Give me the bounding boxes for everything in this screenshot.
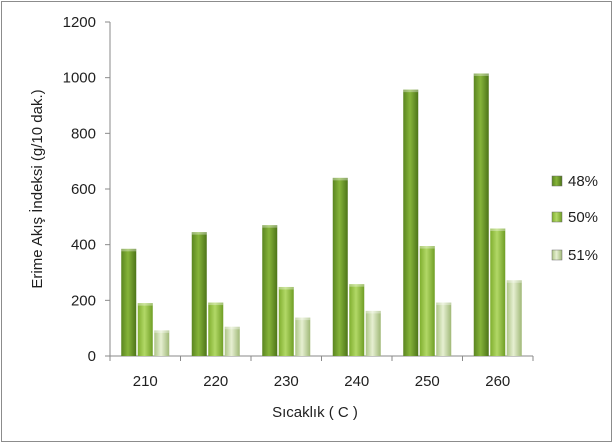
bar-50pct-230 xyxy=(278,286,294,356)
bar-top-highlight xyxy=(332,177,348,181)
legend-label-50pct: 50% xyxy=(568,209,598,226)
bar-top-highlight xyxy=(191,232,207,235)
x-tick-label: 250 xyxy=(415,373,440,390)
legend-swatch-50pct xyxy=(551,211,563,223)
bar-top-highlight xyxy=(436,302,452,306)
y-tick-label: 1200 xyxy=(63,14,96,31)
bar-top-highlight xyxy=(473,73,489,76)
bar-48pct-250 xyxy=(403,89,419,356)
y-tick-label: 0 xyxy=(88,348,96,365)
bar-48pct-260 xyxy=(473,73,489,356)
bar-top-highlight xyxy=(365,310,381,314)
bar-top-highlight xyxy=(224,326,240,330)
bar-51pct-230 xyxy=(295,317,311,356)
bar-48pct-230 xyxy=(262,225,278,356)
bar-48pct-240 xyxy=(332,177,348,356)
x-tick-label: 220 xyxy=(203,373,228,390)
legend-label-51pct: 51% xyxy=(568,247,598,264)
x-tick-label: 210 xyxy=(133,373,158,390)
bar-top-highlight xyxy=(154,330,170,333)
bar-50pct-250 xyxy=(419,246,435,356)
bar-50pct-220 xyxy=(208,302,224,356)
bar-top-highlight xyxy=(403,89,419,93)
bar-top-highlight xyxy=(208,302,224,306)
bar-51pct-240 xyxy=(365,310,381,356)
legend-swatch-51pct xyxy=(551,249,563,261)
bar-50pct-260 xyxy=(490,228,506,356)
bar-top-highlight xyxy=(419,246,435,249)
x-tick-label: 240 xyxy=(344,373,369,390)
y-tick-label: 400 xyxy=(71,237,96,254)
bar-top-highlight xyxy=(295,317,311,321)
bar-48pct-210 xyxy=(121,248,137,356)
legend-swatch-48pct xyxy=(551,175,563,187)
y-tick-label: 600 xyxy=(71,181,96,198)
bar-50pct-210 xyxy=(137,303,153,356)
y-tick-label: 200 xyxy=(71,292,96,309)
bar-top-highlight xyxy=(349,284,365,287)
x-tick-label: 260 xyxy=(485,373,510,390)
bar-top-highlight xyxy=(137,303,153,306)
bar-top-highlight xyxy=(506,280,522,283)
bar-51pct-220 xyxy=(224,326,240,356)
bar-top-highlight xyxy=(262,225,278,228)
bar-top-highlight xyxy=(121,248,137,252)
bar-51pct-260 xyxy=(506,280,522,356)
y-tick-label: 1000 xyxy=(63,70,96,87)
y-tick-label: 800 xyxy=(71,125,96,142)
bar-50pct-240 xyxy=(349,284,365,356)
bar-top-highlight xyxy=(490,228,506,232)
legend-label-48pct: 48% xyxy=(568,173,598,190)
bar-top-highlight xyxy=(278,286,294,290)
x-axis-title: Sıcaklık ( C ) xyxy=(272,404,358,421)
bar-48pct-220 xyxy=(191,232,207,356)
bar-51pct-250 xyxy=(436,302,452,356)
bar-51pct-210 xyxy=(154,330,170,356)
y-axis-title: Erime Akış İndeksi (g/10 dak.) xyxy=(28,89,46,288)
x-tick-label: 230 xyxy=(274,373,299,390)
